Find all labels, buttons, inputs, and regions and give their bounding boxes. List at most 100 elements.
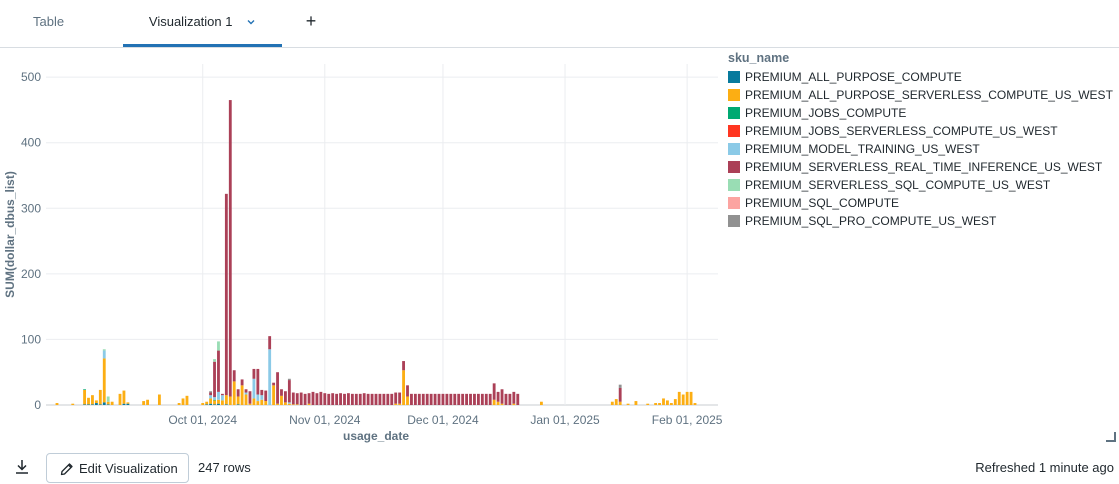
bar-segment[interactable]	[87, 397, 90, 405]
bar-segment[interactable]	[126, 402, 130, 404]
bar-segment[interactable]	[244, 394, 248, 405]
bar-segment[interactable]	[689, 391, 693, 405]
bar-segment[interactable]	[488, 393, 492, 405]
bar-segment[interactable]	[205, 401, 209, 405]
bar-segment[interactable]	[508, 393, 512, 405]
bar-segment[interactable]	[504, 393, 508, 405]
bar-segment[interactable]	[421, 393, 425, 405]
bar-segment[interactable]	[465, 393, 468, 405]
bar-segment[interactable]	[209, 403, 213, 405]
bar-segment[interactable]	[319, 391, 323, 405]
bar-segment[interactable]	[224, 395, 228, 405]
bar-segment[interactable]	[654, 403, 658, 405]
bar-segment[interactable]	[492, 399, 496, 405]
bar-segment[interactable]	[83, 404, 86, 405]
bar-segment[interactable]	[181, 398, 185, 405]
bar-segment[interactable]	[232, 370, 236, 382]
bar-segment[interactable]	[284, 391, 287, 403]
bar-segment[interactable]	[291, 404, 295, 405]
bar-segment[interactable]	[201, 403, 205, 405]
bar-segment[interactable]	[429, 393, 433, 405]
bar-segment[interactable]	[410, 393, 413, 405]
bar-segment[interactable]	[209, 392, 213, 396]
bar-segment[interactable]	[110, 401, 114, 405]
bar-segment[interactable]	[500, 389, 504, 404]
bar-segment[interactable]	[213, 397, 216, 400]
bar-segment[interactable]	[240, 379, 244, 386]
bar-segment[interactable]	[327, 393, 331, 405]
bar-segment[interactable]	[669, 403, 673, 405]
bar-segment[interactable]	[268, 349, 272, 405]
bar-segment[interactable]	[394, 403, 398, 405]
bar-segment[interactable]	[441, 393, 445, 405]
bar-segment[interactable]	[146, 399, 149, 405]
bar-segment[interactable]	[256, 368, 260, 395]
bar-segment[interactable]	[106, 396, 110, 402]
edit-visualization-button[interactable]: Edit Visualization	[46, 453, 189, 483]
bar-segment[interactable]	[102, 358, 106, 403]
bar-segment[interactable]	[213, 400, 216, 405]
bar-segment[interactable]	[102, 349, 106, 351]
bar-segment[interactable]	[287, 402, 291, 404]
bar-segment[interactable]	[618, 401, 622, 405]
bar-segment[interactable]	[386, 393, 390, 405]
bar-segment[interactable]	[496, 401, 500, 405]
bar-segment[interactable]	[284, 402, 287, 405]
bar-segment[interactable]	[260, 389, 264, 396]
bar-segment[interactable]	[425, 393, 429, 405]
bar-segment[interactable]	[91, 395, 94, 405]
bar-segment[interactable]	[236, 396, 240, 405]
bar-segment[interactable]	[276, 372, 279, 404]
bar-segment[interactable]	[244, 392, 248, 395]
bar-segment[interactable]	[390, 393, 394, 405]
bar-segment[interactable]	[496, 391, 500, 402]
bar-segment[interactable]	[236, 389, 240, 397]
bar-segment[interactable]	[287, 403, 291, 405]
bar-segment[interactable]	[220, 400, 224, 405]
tab-table[interactable]: Table	[33, 14, 65, 29]
bar-segment[interactable]	[445, 393, 449, 405]
bar-segment[interactable]	[681, 394, 685, 405]
bar-segment[interactable]	[358, 393, 362, 405]
bar-segment[interactable]	[417, 393, 421, 405]
bar-segment[interactable]	[291, 392, 295, 405]
bar-segment[interactable]	[457, 393, 461, 405]
bar-segment[interactable]	[91, 404, 94, 405]
bar-segment[interactable]	[252, 378, 256, 399]
bar-segment[interactable]	[217, 403, 220, 405]
bar-segment[interactable]	[126, 403, 130, 405]
bar-segment[interactable]	[94, 400, 98, 404]
bar-segment[interactable]	[378, 393, 382, 405]
bar-segment[interactable]	[102, 402, 106, 405]
bar-segment[interactable]	[122, 390, 126, 404]
bar-segment[interactable]	[303, 393, 307, 405]
bar-segment[interactable]	[256, 394, 260, 402]
bar-segment[interactable]	[260, 399, 264, 405]
bar-segment[interactable]	[347, 393, 350, 405]
bar-segment[interactable]	[437, 393, 441, 405]
bar-segment[interactable]	[240, 385, 244, 405]
bar-segment[interactable]	[185, 395, 189, 405]
legend-item[interactable]: PREMIUM_MODEL_TRAINING_US_WEST	[728, 140, 1118, 158]
bar-segment[interactable]	[228, 396, 232, 405]
bar-segment[interactable]	[618, 384, 622, 388]
bar-segment[interactable]	[307, 393, 311, 404]
bar-segment[interactable]	[610, 401, 614, 405]
bar-segment[interactable]	[71, 403, 75, 405]
bar-segment[interactable]	[343, 393, 346, 405]
bar-segment[interactable]	[244, 389, 248, 393]
bar-segment[interactable]	[209, 398, 213, 404]
bar-segment[interactable]	[106, 404, 110, 405]
legend-item[interactable]: PREMIUM_JOBS_COMPUTE	[728, 104, 1118, 122]
bar-segment[interactable]	[311, 391, 315, 405]
tab-visualization-1[interactable]: Visualization 1	[123, 0, 282, 47]
bar-segment[interactable]	[220, 395, 224, 401]
bar-segment[interactable]	[634, 401, 638, 405]
bar-segment[interactable]	[402, 361, 405, 371]
bar-segment[interactable]	[331, 393, 335, 405]
bar-segment[interactable]	[315, 393, 319, 405]
bar-segment[interactable]	[614, 399, 618, 405]
bar-segment[interactable]	[287, 380, 291, 403]
bar-segment[interactable]	[362, 393, 366, 405]
bar-segment[interactable]	[280, 389, 283, 396]
